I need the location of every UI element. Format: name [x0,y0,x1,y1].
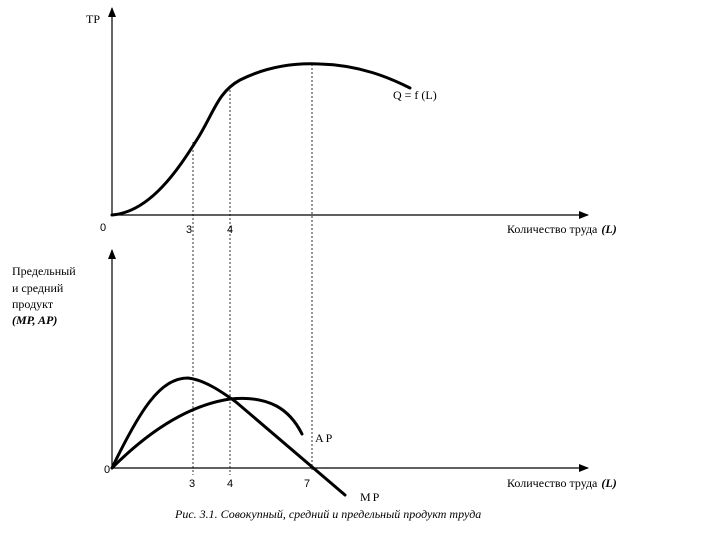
x-axis-label-symbol: (L) [601,476,616,490]
x-tick-label: 4 [227,478,233,490]
x-axis-label-symbol: (L) [601,222,616,236]
caption: Рис. 3.1. Совокупный, средний и предельн… [174,507,481,521]
x-tick-label: 7 [304,478,310,490]
y-label-line: Предельный [12,264,76,278]
x-tick-label: 4 [227,224,233,236]
x-axis-label-text: Количество труда [507,222,598,236]
tp-y-label: TP [86,12,100,26]
ap-curve [110,396,304,470]
x-tick-label: 3 [186,224,192,236]
origin-label: 0 [104,464,110,476]
x-tick-label: 3 [189,478,195,490]
mp-label: MP [360,490,381,504]
x-axis-label: Количество труда (L) [507,476,617,490]
x-axis-label-text: Количество труда [507,476,598,490]
tp-curve [110,62,412,217]
y-label-line: продукт [12,297,54,311]
mp-curve [110,376,347,497]
y-label-symbols: (MP, AP) [12,313,57,327]
y-label-line: и средний [12,281,64,295]
curve-label: Q = f (L) [393,88,437,102]
ap-label: AP [315,431,334,445]
x-axis-label: Количество труда (L) [507,222,617,236]
origin-label: 0 [100,222,106,234]
